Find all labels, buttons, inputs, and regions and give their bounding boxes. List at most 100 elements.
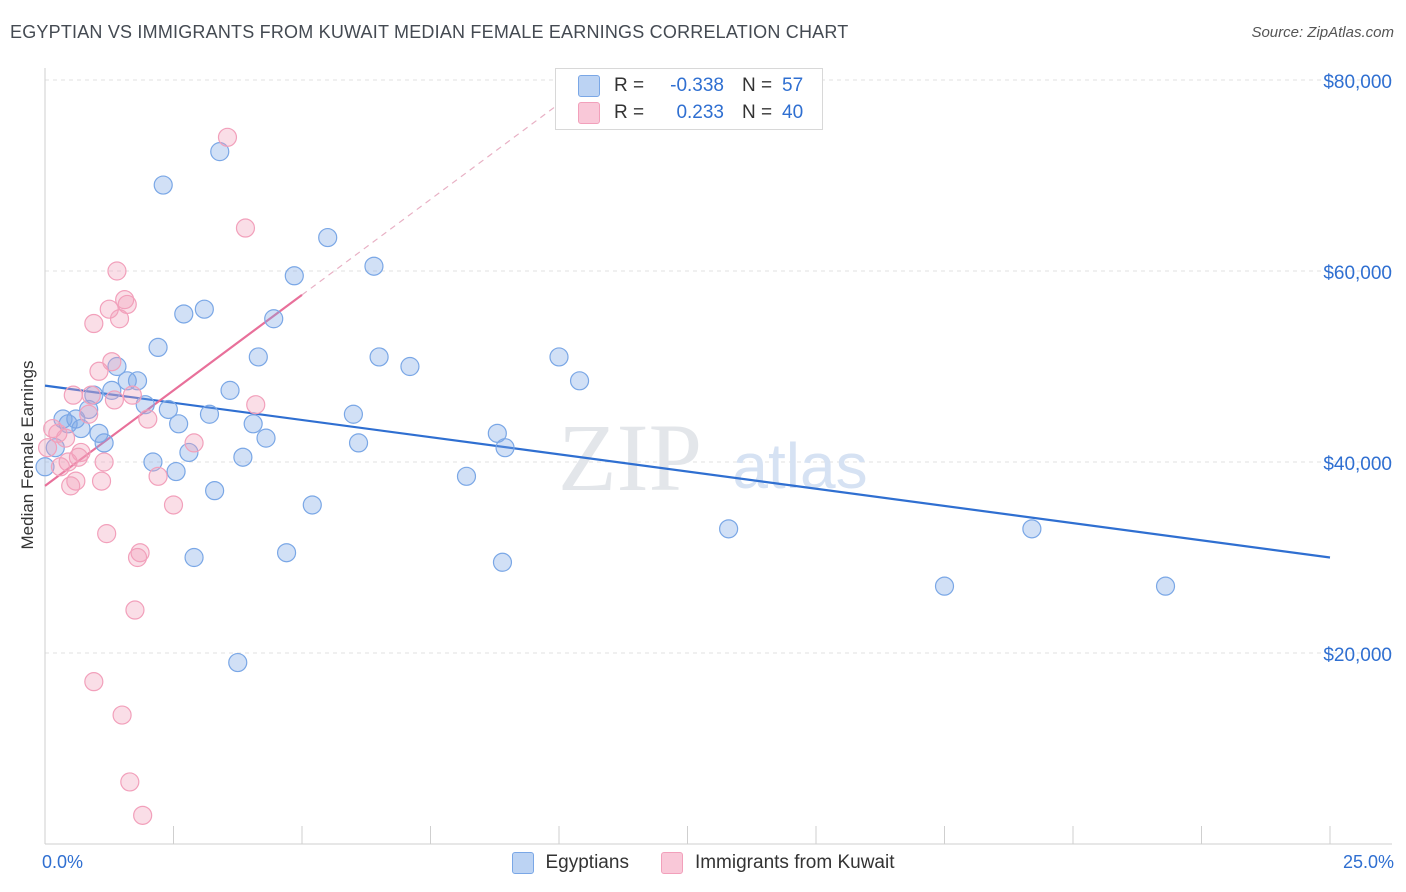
point-kuwait bbox=[102, 352, 122, 372]
point-kuwait bbox=[246, 395, 266, 415]
point-egyptians bbox=[143, 452, 163, 472]
trend-extension-kuwait bbox=[301, 84, 586, 296]
legend-r-value: 0.233 bbox=[676, 102, 724, 123]
series-label-kuwait: Immigrants from Kuwait bbox=[694, 852, 895, 873]
point-kuwait bbox=[107, 261, 127, 281]
trend-lines bbox=[44, 84, 1331, 559]
point-kuwait bbox=[120, 772, 140, 792]
trend-line-kuwait bbox=[44, 293, 303, 487]
point-egyptians bbox=[248, 347, 268, 367]
point-egyptians bbox=[343, 404, 363, 424]
point-egyptians bbox=[284, 266, 304, 286]
point-egyptians bbox=[276, 543, 297, 563]
point-kuwait bbox=[89, 361, 109, 381]
legend-r-label: R = bbox=[614, 75, 645, 96]
watermark-atlas: atlas bbox=[732, 430, 867, 502]
y-axis-label: Median Female Earnings bbox=[18, 360, 37, 550]
point-kuwait bbox=[94, 452, 114, 472]
legend-n-value: 57 bbox=[782, 75, 804, 96]
point-egyptians bbox=[228, 652, 248, 673]
point-kuwait bbox=[63, 385, 83, 405]
point-kuwait bbox=[217, 127, 238, 147]
series-swatch-egyptians bbox=[511, 852, 534, 874]
point-egyptians bbox=[94, 433, 114, 453]
point-kuwait bbox=[71, 442, 91, 463]
point-kuwait bbox=[37, 438, 58, 458]
data-points bbox=[35, 127, 1176, 825]
point-egyptians bbox=[35, 457, 55, 477]
y-tick-label: $60,000 bbox=[1323, 263, 1392, 284]
point-egyptians bbox=[364, 256, 384, 276]
x-tick-min: 0.0% bbox=[42, 852, 84, 872]
point-kuwait bbox=[122, 385, 142, 405]
y-tick-labels: $20,000 $40,000 $60,000 $80,000 bbox=[1323, 72, 1392, 666]
point-egyptians bbox=[934, 576, 955, 596]
point-egyptians bbox=[148, 337, 168, 357]
point-egyptians bbox=[158, 399, 178, 420]
series-swatch-kuwait bbox=[660, 852, 683, 874]
point-kuwait bbox=[99, 299, 119, 319]
point-kuwait bbox=[97, 524, 117, 544]
point-kuwait bbox=[130, 543, 150, 563]
legend-n-label: N = bbox=[742, 75, 773, 96]
y-tick-label: $40,000 bbox=[1323, 454, 1392, 475]
point-egyptians bbox=[199, 404, 220, 424]
point-kuwait bbox=[133, 805, 153, 825]
source-credit: Source: ZipAtlas.com bbox=[1251, 24, 1394, 41]
point-kuwait bbox=[117, 294, 137, 315]
trend-line-egyptians bbox=[44, 384, 1331, 559]
series-legend-egyptians[interactable]: Egyptians bbox=[511, 852, 629, 874]
point-egyptians bbox=[1022, 519, 1042, 539]
point-egyptians bbox=[264, 309, 284, 329]
point-egyptians bbox=[243, 414, 263, 434]
point-egyptians bbox=[66, 409, 86, 429]
point-egyptians bbox=[45, 438, 65, 458]
point-egyptians bbox=[369, 347, 389, 367]
watermark: ZIP atlas bbox=[558, 404, 868, 511]
point-kuwait bbox=[125, 600, 145, 620]
x-tick-max: 25.0% bbox=[1342, 852, 1394, 872]
legend-swatch-egyptians bbox=[578, 75, 600, 97]
legend-n-label: N = bbox=[742, 102, 773, 123]
legend-n-value: 40 bbox=[782, 102, 804, 123]
point-egyptians bbox=[719, 519, 739, 539]
point-egyptians bbox=[179, 442, 199, 463]
point-kuwait bbox=[84, 672, 104, 692]
point-egyptians bbox=[127, 371, 148, 391]
point-egyptians bbox=[166, 461, 186, 482]
point-egyptians bbox=[153, 175, 173, 195]
point-egyptians bbox=[495, 438, 515, 458]
point-kuwait bbox=[235, 218, 256, 238]
point-egyptians bbox=[205, 481, 225, 501]
point-kuwait bbox=[184, 433, 204, 453]
point-egyptians bbox=[117, 371, 137, 391]
point-egyptians bbox=[256, 428, 276, 448]
point-egyptians bbox=[220, 380, 240, 400]
point-egyptians bbox=[492, 552, 513, 572]
point-egyptians bbox=[456, 466, 477, 486]
chart-title: EGYPTIAN VS IMMIGRANTS FROM KUWAIT MEDIA… bbox=[10, 22, 849, 42]
legend-row-egyptians: R = -0.338 N = 57 bbox=[578, 73, 803, 99]
y-tick-label: $20,000 bbox=[1323, 645, 1392, 666]
series-label-egyptians: Egyptians bbox=[545, 852, 629, 873]
point-kuwait bbox=[84, 313, 104, 334]
point-kuwait bbox=[104, 390, 124, 410]
point-kuwait bbox=[55, 428, 76, 448]
point-egyptians bbox=[549, 347, 569, 367]
point-egyptians bbox=[89, 423, 109, 443]
point-kuwait bbox=[163, 495, 184, 515]
legend-r-value: -0.338 bbox=[670, 75, 724, 96]
point-egyptians bbox=[135, 395, 155, 415]
legend-r-label: R = bbox=[614, 102, 645, 123]
point-egyptians bbox=[233, 447, 253, 467]
point-egyptians bbox=[302, 495, 322, 515]
point-kuwait bbox=[148, 466, 168, 486]
stats-legend: R = -0.338 N = 57 R = 0.233 N = 40 bbox=[555, 68, 823, 130]
legend-row-kuwait: R = 0.233 N = 40 bbox=[578, 100, 803, 126]
point-egyptians bbox=[169, 414, 189, 434]
point-egyptians bbox=[400, 356, 420, 377]
series-legend-kuwait[interactable]: Immigrants from Kuwait bbox=[660, 852, 895, 874]
point-kuwait bbox=[66, 471, 86, 491]
point-kuwait bbox=[91, 471, 112, 491]
